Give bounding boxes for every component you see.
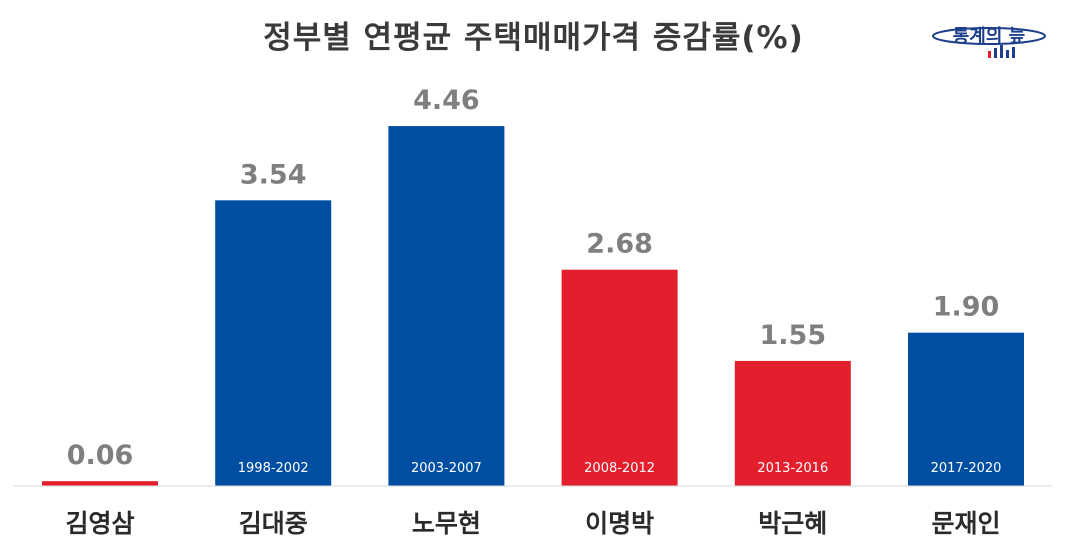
category-label-4: 이명박 bbox=[585, 509, 654, 538]
chart-title: 정부별 연평균 주택매매가격 증감률(%) bbox=[263, 20, 804, 56]
logo-graphic bbox=[932, 27, 1046, 58]
logo: 통계의 늪 bbox=[928, 18, 1050, 64]
category-label-2: 김대중 bbox=[239, 509, 308, 538]
bar-1 bbox=[42, 481, 158, 486]
bar-2 bbox=[215, 200, 332, 486]
value-label-5: 1.55 bbox=[759, 320, 826, 351]
period-label-3: 2003-2007 bbox=[411, 461, 482, 476]
period-label-5: 2013-2016 bbox=[757, 461, 828, 476]
period-label-2: 1998-2002 bbox=[238, 461, 309, 476]
period-label-6: 2017-2020 bbox=[931, 461, 1002, 476]
bar-3 bbox=[388, 126, 505, 486]
bar-5 bbox=[734, 360, 851, 486]
value-label-3: 4.46 bbox=[413, 85, 480, 116]
value-label-4: 2.68 bbox=[586, 229, 653, 260]
value-label-6: 1.90 bbox=[933, 292, 1000, 323]
category-label-6: 문재인 bbox=[931, 509, 1000, 538]
value-label-2: 3.54 bbox=[240, 159, 307, 190]
category-label-5: 박근혜 bbox=[758, 509, 827, 538]
bar-6 bbox=[908, 332, 1024, 486]
period-label-4: 2008-2012 bbox=[584, 461, 655, 476]
value-label-1: 0.06 bbox=[67, 440, 134, 471]
bar-4 bbox=[561, 269, 678, 486]
logo-text: 통계의 늪 bbox=[952, 26, 1026, 47]
category-label-1: 김영삼 bbox=[65, 509, 134, 538]
category-label-3: 노무현 bbox=[412, 509, 481, 538]
